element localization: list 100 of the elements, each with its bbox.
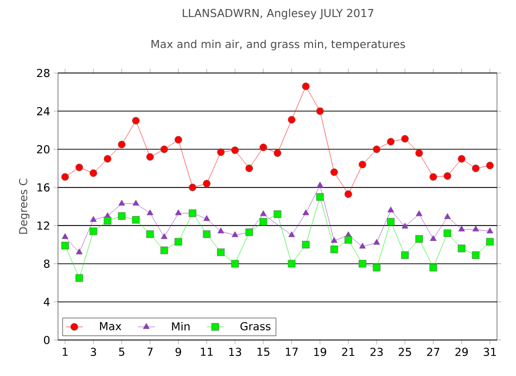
point: [486, 238, 494, 246]
x-tick-label: 21: [342, 348, 354, 356]
point: [217, 248, 225, 256]
point: [444, 172, 452, 180]
point: [387, 206, 394, 212]
point: [444, 229, 452, 237]
point: [401, 135, 409, 143]
point: [372, 264, 380, 272]
point: [316, 107, 324, 115]
point: [231, 146, 239, 154]
point: [472, 164, 480, 172]
point: [288, 231, 295, 238]
point: [302, 209, 310, 216]
chart-subtitle: Max and min air, and grass min, temperatures: [152, 40, 406, 50]
point: [472, 226, 480, 232]
y-tick-label: 24: [37, 107, 50, 116]
chart-title: LLANSADWRN, Anglesey JULY 2017: [182, 8, 374, 20]
x-tick-label: 31: [484, 348, 496, 356]
point: [330, 246, 338, 254]
x-tick-label: 9: [176, 348, 182, 356]
point: [118, 140, 126, 148]
point: [61, 242, 69, 250]
point: [61, 173, 69, 181]
point: [316, 193, 324, 201]
point: [359, 242, 366, 249]
point: [90, 216, 97, 222]
point: [104, 217, 112, 225]
legend-label: Min: [172, 322, 190, 330]
point: [444, 213, 451, 219]
point: [118, 212, 126, 220]
point: [429, 264, 438, 272]
y-axis-title: Degrees C: [19, 178, 30, 234]
point: [274, 210, 282, 218]
point: [104, 155, 112, 163]
point: [202, 230, 210, 238]
x-tick-label: 1: [62, 348, 68, 356]
point: [75, 164, 84, 172]
point: [430, 235, 437, 241]
point: [260, 210, 267, 216]
point: [218, 228, 224, 234]
point: [330, 237, 338, 243]
point: [75, 274, 84, 282]
y-tick-label: 4: [44, 298, 50, 306]
x-tick-label: 3: [90, 348, 96, 356]
point: [232, 231, 238, 238]
point: [175, 209, 182, 216]
point: [132, 216, 140, 224]
y-tick-label: 20: [37, 145, 50, 154]
point: [174, 238, 182, 246]
point: [118, 200, 126, 206]
point: [160, 246, 168, 254]
point: [245, 164, 253, 172]
point: [160, 146, 168, 154]
y-tick-label: 0: [44, 336, 50, 344]
y-tick-label: 12: [37, 222, 50, 230]
point: [486, 228, 494, 234]
point: [202, 180, 210, 188]
point: [429, 173, 438, 181]
point: [288, 116, 296, 124]
x-tick-label: 15: [258, 348, 270, 356]
point: [387, 218, 395, 226]
point: [330, 168, 338, 176]
point: [132, 116, 140, 124]
point: [288, 260, 296, 268]
point: [90, 228, 98, 236]
point: [76, 248, 83, 254]
x-tick-label: 13: [229, 348, 242, 356]
y-tick-label: 8: [44, 260, 50, 268]
x-tick-label: 11: [200, 348, 213, 356]
point: [415, 235, 423, 243]
x-tick-label: 5: [119, 348, 124, 356]
x-tick-label: 19: [314, 348, 326, 356]
point: [415, 149, 423, 157]
legend-label: Grass: [240, 322, 270, 330]
point: [188, 184, 196, 192]
point: [203, 215, 210, 221]
point: [90, 169, 98, 177]
point: [260, 218, 268, 226]
point: [358, 160, 366, 168]
x-tick-label: 7: [147, 348, 153, 356]
point: [302, 240, 310, 248]
point: [132, 200, 140, 206]
y-tick-label: 16: [37, 183, 50, 192]
point: [401, 251, 409, 259]
point: [260, 144, 268, 152]
point: [373, 238, 380, 245]
point: [217, 148, 225, 156]
x-tick-label: 17: [286, 348, 298, 356]
point: [458, 226, 465, 232]
point: [387, 138, 395, 146]
x-tick-label: 23: [370, 348, 383, 356]
point: [372, 146, 380, 154]
point: [62, 233, 68, 240]
point: [302, 82, 310, 90]
point: [458, 155, 466, 163]
x-tick-label: 27: [427, 348, 440, 356]
point: [486, 162, 494, 170]
point: [274, 149, 282, 157]
point: [316, 182, 324, 188]
point: [160, 233, 168, 240]
